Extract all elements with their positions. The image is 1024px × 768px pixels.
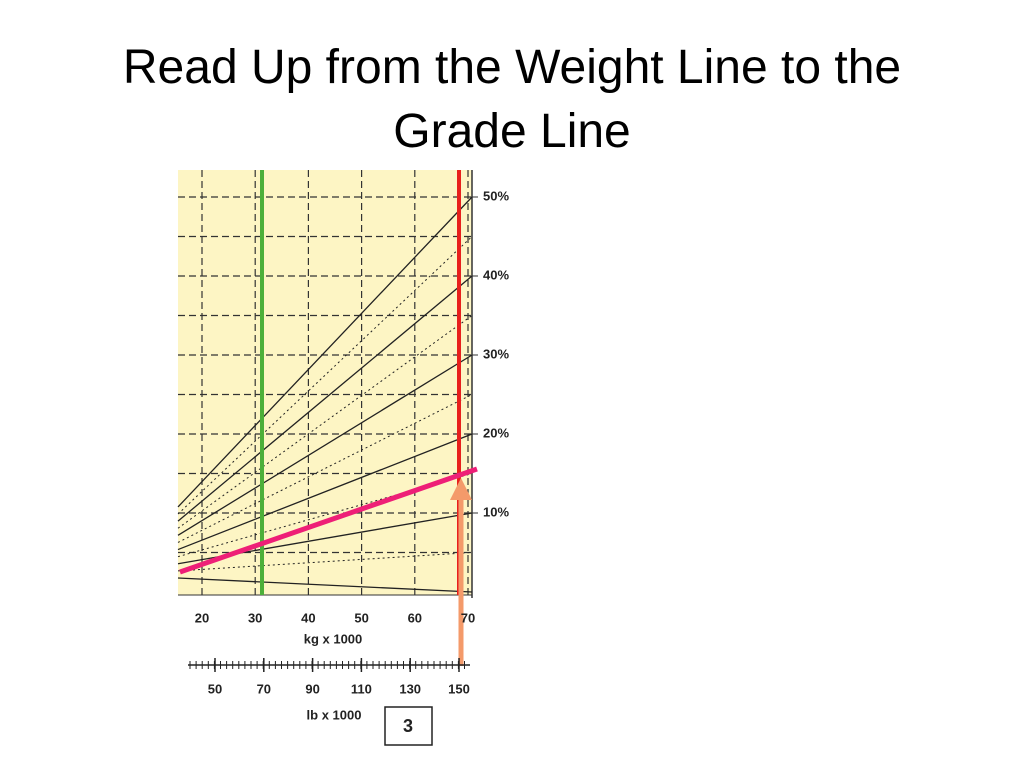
lb-tick-label: 110 <box>351 681 372 696</box>
grade-curve <box>177 196 473 508</box>
kg-tick-label: 60 <box>408 610 422 625</box>
grade-tick-label: 30% <box>483 346 509 361</box>
kg-tick-label: 40 <box>301 610 315 625</box>
grade-tick-label: 10% <box>483 504 509 519</box>
lb-tick-label: 150 <box>448 681 470 696</box>
kg-tick-label: 20 <box>195 610 209 625</box>
slide-title: Read Up from the Weight Line to the Grad… <box>122 41 902 158</box>
lb-tick-label: 70 <box>257 681 271 696</box>
grade-curve <box>177 433 473 551</box>
grade-line <box>179 466 478 575</box>
grade-curve <box>177 236 473 515</box>
lb-tick-label: 130 <box>399 681 421 696</box>
badge: 3 <box>403 716 413 736</box>
badge-box <box>384 706 433 746</box>
kg-tick-label: 70 <box>461 610 475 625</box>
grade-tick-label: 20% <box>483 425 509 440</box>
grade-tick-label: 40% <box>483 267 509 282</box>
grade-curve <box>177 354 473 536</box>
grade-curve <box>177 315 473 529</box>
kg-tick-label: 30 <box>248 610 262 625</box>
grade-curve <box>177 275 473 522</box>
lb-tick-label: 50 <box>208 681 222 696</box>
lb-axis-label: lb x 1000 <box>307 707 362 722</box>
lb-tick-label: 90 <box>305 681 319 696</box>
grade-curve <box>177 552 473 572</box>
grade-curve <box>177 473 473 558</box>
grade-tick-label: 50% <box>483 188 509 203</box>
arrow-head <box>450 478 472 500</box>
kg-tick-label: 50 <box>354 610 368 625</box>
grade-curve <box>177 577 473 593</box>
kg-axis-label: kg x 1000 <box>304 631 363 646</box>
